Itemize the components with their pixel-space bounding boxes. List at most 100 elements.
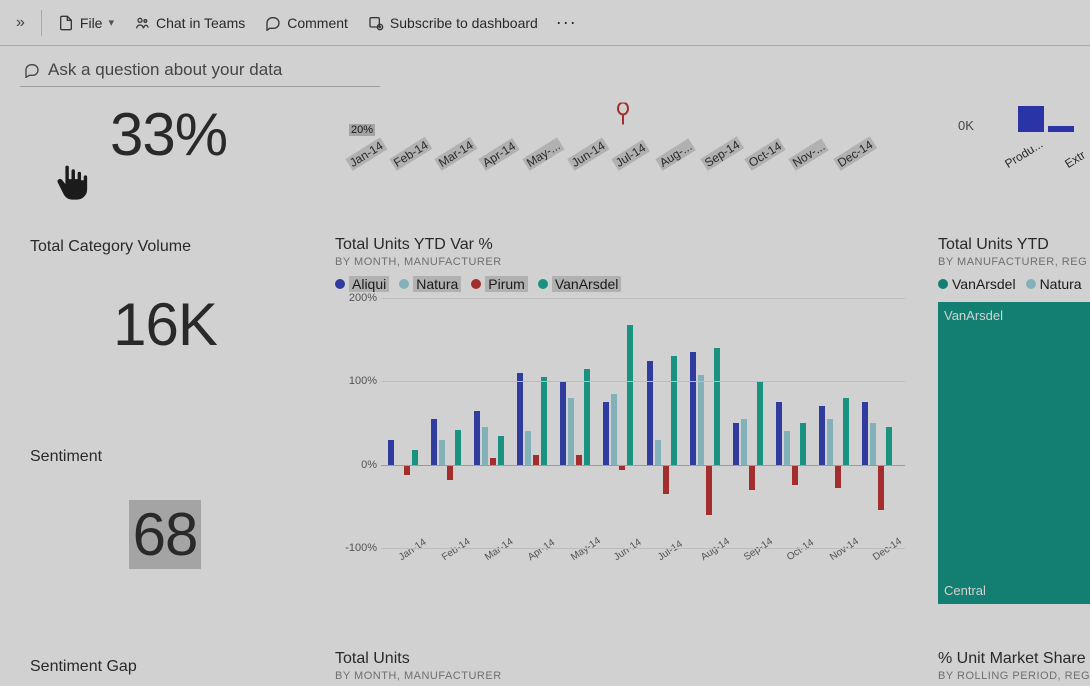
kpi-sentiment-gap-label: Sentiment Gap [30, 658, 137, 676]
timeline-month-label: Jul-14 [611, 140, 650, 171]
bar [784, 431, 790, 464]
market-share-tile[interactable]: % Unit Market Share BY ROLLING PERIOD, R… [938, 650, 1090, 682]
map-pin-icon [615, 103, 631, 130]
var-chart-tile[interactable]: Total Units YTD Var % BY MONTH, MANUFACT… [335, 236, 905, 588]
timeline-month-label: Aug-... [656, 138, 697, 171]
comment-button[interactable]: Comment [257, 11, 356, 35]
y-tick-label: 0% [361, 459, 377, 471]
y-tick-label: 100% [349, 375, 377, 387]
legend-label: Natura [413, 276, 461, 292]
kpi-category-volume-value: 33% [110, 100, 300, 169]
bar [878, 465, 884, 511]
bar [388, 440, 394, 465]
file-icon [58, 15, 74, 31]
timeline-month-label: Mar-14 [434, 137, 477, 171]
legend-swatch-icon [335, 279, 345, 289]
bar [886, 427, 892, 465]
legend-swatch-icon [938, 279, 948, 289]
mini-bar-xlabel: Extr [1062, 148, 1088, 171]
kpi-sentiment-value: 16K [30, 290, 300, 359]
var-chart-legend: Aliqui Natura Pirum VanArsdel [335, 276, 905, 292]
file-menu-button[interactable]: File ▾ [50, 11, 122, 35]
bar [576, 455, 582, 465]
bar [741, 419, 747, 465]
hand-cursor-icon [52, 160, 92, 204]
kpi-sentiment-gap-tile[interactable]: 68 [30, 500, 300, 569]
legend-item[interactable]: Natura [1026, 276, 1082, 292]
bar [862, 402, 868, 465]
ytd-tile[interactable]: Total Units YTD BY MANUFACTURER, REG Van… [938, 236, 1090, 604]
kpi-category-volume-tile[interactable]: 33% [30, 100, 300, 169]
bar [541, 377, 547, 465]
kpi-sentiment-tile[interactable]: 16K [30, 290, 300, 359]
bar [482, 427, 488, 465]
bar [843, 398, 849, 465]
timeline-tile[interactable]: 20% Jan-14Feb-14Mar-14Apr-14May-...Jun-1… [335, 90, 895, 200]
treemap-bottom-label: Central [944, 583, 986, 598]
legend-label: VanArsdel [552, 276, 622, 292]
bar [474, 411, 480, 465]
kpi-sentiment-gap-value: 68 [129, 500, 202, 569]
timeline-month-labels: Jan-14Feb-14Mar-14Apr-14May-...Jun-14Jul… [349, 136, 881, 176]
mini-bar [1048, 126, 1074, 132]
chat-bubble-icon [24, 62, 40, 78]
timeline-month-label: Sep-14 [700, 136, 744, 171]
top-toolbar: » File ▾ Chat in Teams Comment Subscribe… [0, 0, 1090, 46]
bar [447, 465, 453, 480]
market-share-subtitle: BY ROLLING PERIOD, REG [938, 670, 1090, 682]
kpi-sentiment-label: Sentiment [30, 448, 102, 466]
total-units-title: Total Units [335, 650, 905, 668]
bar [533, 455, 539, 465]
bar [800, 423, 806, 465]
chat-in-teams-button[interactable]: Chat in Teams [126, 11, 253, 35]
bar [690, 352, 696, 465]
legend-item[interactable]: Aliqui [335, 276, 389, 292]
bar [819, 406, 825, 464]
bar [792, 465, 798, 486]
legend-item[interactable]: Pirum [471, 276, 528, 292]
legend-label: VanArsdel [952, 276, 1016, 292]
mini-bar-bars [1018, 96, 1074, 132]
total-units-tile[interactable]: Total Units BY MONTH, MANUFACTURER [335, 650, 905, 682]
timeline-month-label: Jun-14 [567, 137, 609, 170]
chevrons-right-icon: » [16, 14, 25, 32]
bar [412, 450, 418, 465]
ellipsis-icon: ··· [556, 12, 577, 32]
bar [835, 465, 841, 488]
expand-pane-button[interactable]: » [8, 10, 33, 36]
gridline [381, 298, 905, 299]
var-chart-xlabels: Jan-14Feb-14Mar-14Apr-14May-14Jun-14Jul-… [381, 548, 899, 588]
timeline-month-label: Jan-14 [345, 137, 387, 170]
more-options-button[interactable]: ··· [550, 12, 583, 33]
bar [603, 402, 609, 465]
bar [517, 373, 523, 465]
comment-icon [265, 15, 281, 31]
bar [431, 419, 437, 465]
legend-item[interactable]: VanArsdel [538, 276, 622, 292]
qna-input[interactable]: Ask a question about your data [20, 58, 380, 87]
legend-label: Natura [1040, 276, 1082, 292]
bar [655, 440, 661, 465]
dashboard-canvas: 33% Total Category Volume 16K Sentiment … [0, 90, 1090, 686]
y-tick-label: 200% [349, 292, 377, 304]
toolbar-separator [41, 10, 42, 36]
mini-bar-xlabels: Produ...Extr [1006, 144, 1090, 184]
legend-label: Aliqui [349, 276, 389, 292]
bar [714, 348, 720, 465]
bar [404, 465, 410, 475]
legend-item[interactable]: Natura [399, 276, 461, 292]
bar [439, 440, 445, 465]
ytd-subtitle: BY MANUFACTURER, REG [938, 256, 1090, 268]
bar [647, 361, 653, 465]
timeline-pct-badge: 20% [349, 124, 375, 136]
var-chart-bars [381, 298, 899, 548]
mini-bar-tile[interactable]: 0K Produ...Extr [940, 90, 1090, 200]
qna-row: Ask a question about your data [0, 46, 1090, 87]
kpi-category-volume-label: Total Category Volume [30, 238, 191, 256]
gridline [381, 381, 905, 382]
bar [498, 436, 504, 465]
comment-label: Comment [287, 15, 348, 31]
bar [776, 402, 782, 465]
subscribe-button[interactable]: Subscribe to dashboard [360, 11, 546, 35]
legend-item[interactable]: VanArsdel [938, 276, 1016, 292]
